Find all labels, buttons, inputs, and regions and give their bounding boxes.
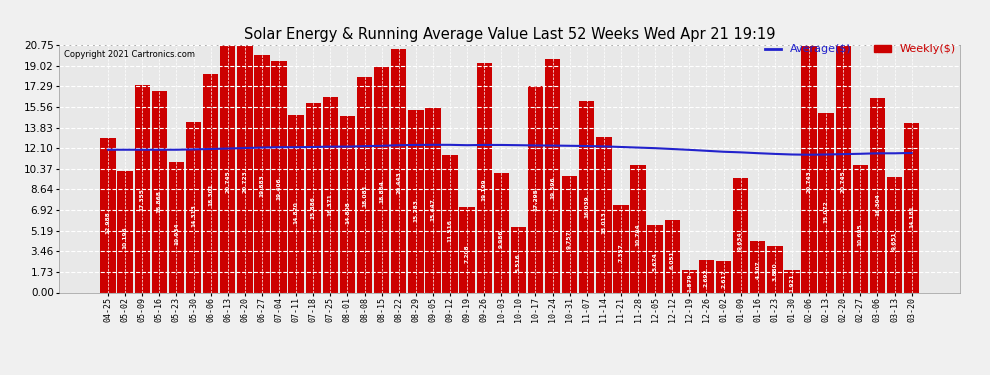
Bar: [118, 171, 133, 292]
Bar: [631, 165, 645, 292]
Text: 10.704: 10.704: [636, 224, 641, 246]
Bar: [238, 45, 252, 292]
Bar: [459, 207, 475, 292]
Bar: [647, 225, 663, 292]
Text: 17.295: 17.295: [533, 188, 538, 211]
Bar: [904, 123, 920, 292]
Bar: [220, 45, 236, 292]
Text: 19.596: 19.596: [550, 176, 555, 199]
Bar: [579, 101, 594, 292]
Bar: [288, 115, 304, 292]
Bar: [356, 77, 372, 292]
Text: 16.039: 16.039: [584, 195, 589, 218]
Text: 2.617: 2.617: [721, 269, 726, 288]
Text: 19.883: 19.883: [259, 174, 264, 197]
Bar: [271, 61, 287, 292]
Text: 9.651: 9.651: [892, 231, 897, 250]
Text: 9.986: 9.986: [499, 230, 504, 248]
Title: Solar Energy & Running Average Value Last 52 Weeks Wed Apr 21 19:19: Solar Energy & Running Average Value Las…: [245, 27, 775, 42]
Text: 15.886: 15.886: [311, 196, 316, 219]
Text: 15.072: 15.072: [824, 200, 829, 223]
Bar: [426, 108, 441, 292]
Text: 5.516: 5.516: [516, 254, 521, 272]
Text: 16.304: 16.304: [875, 194, 880, 216]
Bar: [852, 165, 868, 292]
Text: 18.081: 18.081: [362, 184, 367, 207]
Text: 9.757: 9.757: [567, 231, 572, 249]
Bar: [819, 113, 834, 292]
Text: 14.870: 14.870: [294, 201, 299, 224]
Bar: [511, 227, 526, 292]
Text: 16.868: 16.868: [156, 190, 161, 213]
Text: 12.988: 12.988: [106, 211, 111, 234]
Bar: [391, 49, 407, 292]
Bar: [306, 103, 321, 292]
Text: 9.634: 9.634: [739, 231, 743, 250]
Bar: [135, 86, 149, 292]
Text: Copyright 2021 Cartronics.com: Copyright 2021 Cartronics.com: [64, 50, 195, 59]
Bar: [374, 68, 389, 292]
Text: 14.181: 14.181: [909, 205, 914, 228]
Bar: [476, 63, 492, 292]
Bar: [186, 122, 201, 292]
Bar: [596, 137, 612, 292]
Bar: [613, 205, 629, 292]
Bar: [664, 220, 680, 292]
Text: 20.745: 20.745: [226, 170, 231, 192]
Bar: [443, 155, 457, 292]
Text: 20.443: 20.443: [396, 171, 401, 194]
Bar: [750, 241, 765, 292]
Text: 7.357: 7.357: [619, 244, 624, 262]
Text: 20.745: 20.745: [841, 170, 845, 192]
Bar: [801, 45, 817, 292]
Bar: [254, 56, 269, 292]
Bar: [100, 138, 116, 292]
Bar: [408, 110, 424, 292]
Text: 19.406: 19.406: [276, 177, 281, 200]
Text: 13.013: 13.013: [601, 211, 607, 234]
Text: 1.879: 1.879: [687, 273, 692, 292]
Text: 20.743: 20.743: [807, 170, 812, 192]
Text: 14.808: 14.808: [345, 202, 349, 224]
Text: 17.355: 17.355: [140, 188, 145, 211]
Bar: [340, 116, 355, 292]
Text: 7.208: 7.208: [464, 244, 469, 263]
Bar: [716, 261, 732, 292]
Text: 6.051: 6.051: [670, 251, 675, 269]
Bar: [733, 178, 748, 292]
Text: 16.371: 16.371: [328, 193, 333, 216]
Bar: [528, 86, 544, 292]
Text: 3.880: 3.880: [772, 262, 777, 281]
Bar: [544, 59, 560, 292]
Bar: [168, 162, 184, 292]
Bar: [494, 173, 509, 292]
Text: 10.695: 10.695: [858, 224, 863, 246]
Text: 15.283: 15.283: [413, 199, 419, 222]
Bar: [767, 246, 782, 292]
Text: 11.516: 11.516: [447, 219, 452, 242]
Text: 18.864: 18.864: [379, 180, 384, 203]
Legend: Average($), Weekly($): Average($), Weekly($): [760, 40, 960, 59]
Text: 4.307: 4.307: [755, 260, 760, 279]
Text: 14.313: 14.313: [191, 204, 196, 227]
Text: 19.199: 19.199: [482, 178, 487, 201]
Text: 1.921: 1.921: [789, 273, 794, 291]
Text: 10.196: 10.196: [123, 226, 128, 249]
Text: 2.692: 2.692: [704, 269, 709, 287]
Text: 20.723: 20.723: [243, 170, 248, 193]
Bar: [699, 260, 714, 292]
Bar: [323, 97, 338, 292]
Bar: [836, 45, 851, 292]
Text: 15.447: 15.447: [431, 198, 436, 221]
Bar: [151, 91, 167, 292]
Text: 10.934: 10.934: [174, 222, 179, 245]
Text: 18.301: 18.301: [208, 183, 213, 206]
Bar: [562, 176, 577, 292]
Bar: [870, 98, 885, 292]
Bar: [682, 270, 697, 292]
Bar: [784, 270, 800, 292]
Bar: [203, 74, 219, 292]
Bar: [887, 177, 902, 292]
Text: 5.674: 5.674: [652, 253, 657, 272]
